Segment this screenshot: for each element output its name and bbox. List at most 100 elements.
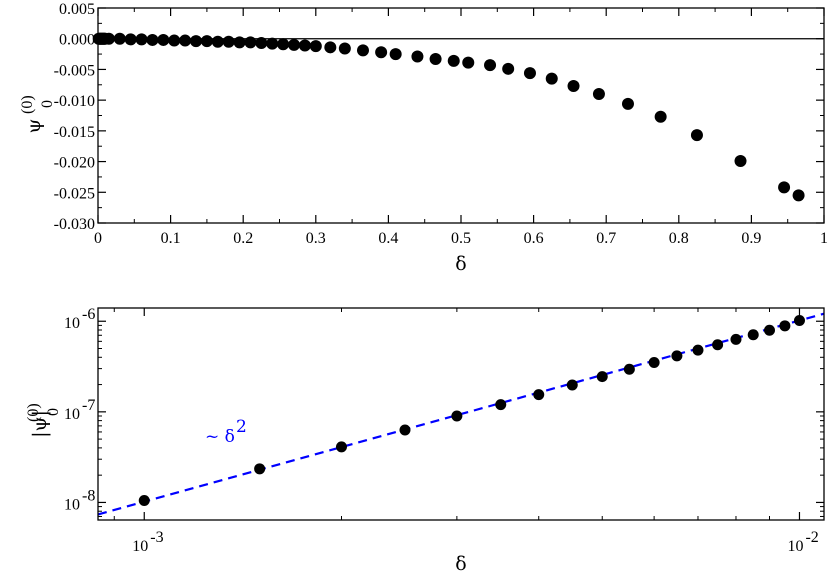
data-point xyxy=(309,40,322,53)
x-tick-label: 0 xyxy=(94,230,102,247)
data-point xyxy=(621,97,634,110)
y-tick-label: -0.015 xyxy=(54,124,95,141)
data-point xyxy=(596,371,608,383)
data-point xyxy=(648,357,660,369)
top-xlabel: δ xyxy=(455,253,466,275)
top-panel: 0 0.1 0.2 0.3 0.4 0.5 0.6 0.7 0.8 0.9 1 0.005 0.000… xyxy=(19,1,828,275)
data-point xyxy=(254,463,266,475)
svg-text:~ δ: ~ δ xyxy=(205,427,235,447)
svg-text:2: 2 xyxy=(236,417,247,437)
data-point xyxy=(692,344,704,356)
y-tick-label-exponent: -8 xyxy=(82,487,95,504)
data-point xyxy=(671,350,683,362)
data-point xyxy=(567,80,580,93)
data-point xyxy=(146,33,159,46)
data-point xyxy=(255,37,268,50)
data-point xyxy=(389,48,402,61)
data-point xyxy=(233,36,246,49)
svg-text:(0): (0) xyxy=(19,95,36,114)
data-point xyxy=(200,35,213,48)
data-point xyxy=(102,32,115,45)
x-tick-label-exponent: -3 xyxy=(150,529,163,546)
data-point xyxy=(566,379,578,391)
x-tick-label: 0.4 xyxy=(378,230,398,247)
data-point xyxy=(244,36,257,49)
data-point xyxy=(411,50,424,63)
data-point xyxy=(277,38,290,51)
y-tick-label: 10 xyxy=(64,406,80,423)
data-point xyxy=(779,320,791,332)
data-point xyxy=(451,410,463,422)
data-point xyxy=(135,33,148,46)
data-point xyxy=(447,54,460,67)
data-point xyxy=(523,67,536,80)
x-tick-label: 0.6 xyxy=(524,230,544,247)
top-ylabel: ψ (0) 0 xyxy=(19,95,56,133)
svg-text:|ψ|: |ψ| xyxy=(29,410,51,438)
data-point xyxy=(484,59,497,72)
data-point xyxy=(502,62,515,75)
x-tick-label: 10 xyxy=(787,538,803,555)
x-tick-label: 0.3 xyxy=(306,230,326,247)
y-tick-label: -0.025 xyxy=(54,185,95,202)
data-point xyxy=(654,110,667,123)
data-point xyxy=(288,38,301,51)
svg-text:0: 0 xyxy=(39,100,56,108)
data-point xyxy=(747,329,759,341)
y-tick-label: 10 xyxy=(64,315,80,332)
x-tick-label: 10 xyxy=(132,538,148,555)
bottom-panel: 10-310-2 10-610-710-8 δ |ψ| (0) 0 ~ δ 2 xyxy=(25,306,825,575)
data-point xyxy=(545,72,558,85)
data-point xyxy=(222,35,235,48)
data-point xyxy=(592,88,605,100)
data-point xyxy=(157,33,170,46)
data-point xyxy=(734,154,747,167)
bottom-ylabel: |ψ| (0) 0 xyxy=(25,403,62,438)
x-tick-label: 0.7 xyxy=(596,230,616,247)
x-tick-label-exponent: -2 xyxy=(805,529,818,546)
y-tick-label: -0.010 xyxy=(54,93,95,110)
bottom-plot-frame xyxy=(97,307,825,521)
data-point xyxy=(730,333,742,345)
x-tick-label: 0.8 xyxy=(669,230,689,247)
data-point xyxy=(338,42,351,55)
x-tick-label: 0.9 xyxy=(741,230,761,247)
y-tick-label-exponent: -7 xyxy=(82,397,95,414)
data-point xyxy=(124,33,137,46)
fit-annotation: ~ δ 2 xyxy=(205,417,247,447)
data-point xyxy=(211,35,224,48)
y-tick-label-exponent: -6 xyxy=(82,306,95,323)
data-point xyxy=(690,129,703,142)
bottom-xlabel: δ xyxy=(455,553,466,575)
data-point xyxy=(429,52,442,65)
data-point xyxy=(324,41,337,54)
y-tick-label: -0.030 xyxy=(54,216,95,233)
data-point xyxy=(793,314,805,326)
x-tick-label: 0.2 xyxy=(233,230,253,247)
data-point xyxy=(712,339,724,351)
y-tick-label: -0.020 xyxy=(54,155,95,172)
y-tick-label: 10 xyxy=(64,496,80,513)
data-point xyxy=(763,324,775,336)
y-tick-label: 0.005 xyxy=(59,1,95,18)
data-point xyxy=(179,34,192,47)
data-point xyxy=(113,32,126,45)
x-tick-label: 0.5 xyxy=(451,230,471,247)
data-point xyxy=(375,46,388,59)
x-tick-label: 1 xyxy=(820,230,828,247)
data-point xyxy=(190,35,203,48)
data-point xyxy=(266,37,279,50)
data-point xyxy=(533,389,545,401)
svg-text:ψ: ψ xyxy=(23,119,45,134)
data-point xyxy=(399,424,411,436)
data-point xyxy=(462,56,475,69)
data-point xyxy=(168,34,181,47)
data-point xyxy=(778,181,791,194)
svg-text:(0): (0) xyxy=(25,403,42,422)
data-point xyxy=(495,399,507,411)
data-point xyxy=(335,441,347,453)
y-tick-label: -0.005 xyxy=(54,62,95,79)
data-point xyxy=(298,39,311,52)
y-tick-label: 0.000 xyxy=(59,32,95,49)
